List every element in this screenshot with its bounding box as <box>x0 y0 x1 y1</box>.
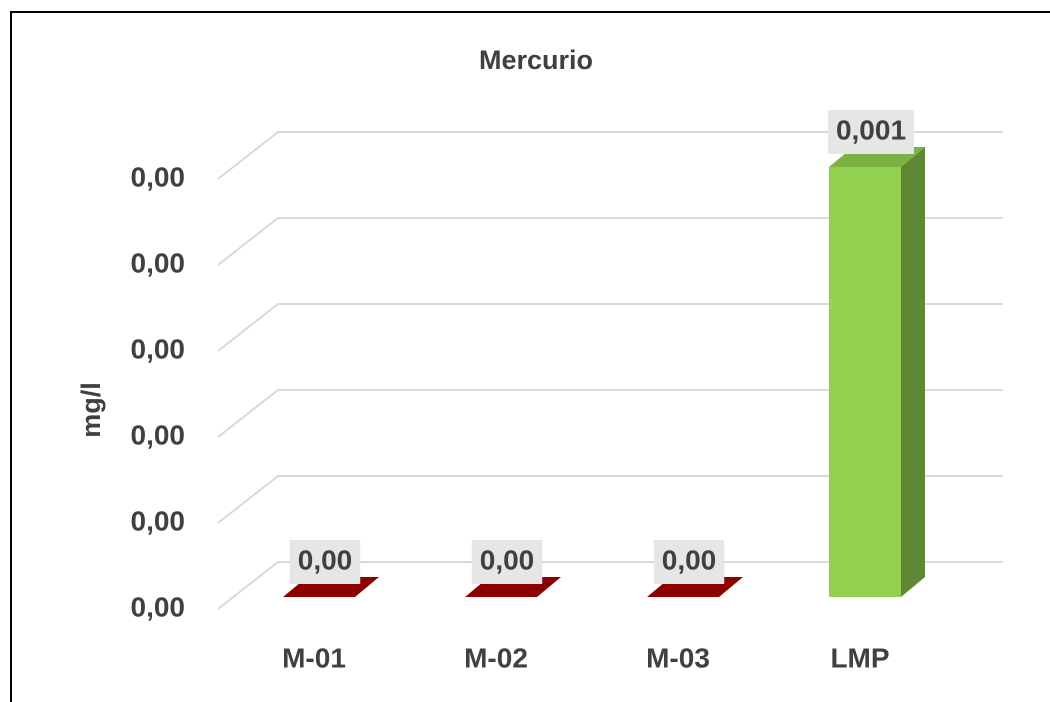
grid-line <box>217 475 1003 524</box>
data-label: 0,00 <box>653 540 725 584</box>
grid-line <box>217 131 1003 180</box>
y-tick-label: 0,00 <box>131 505 186 536</box>
data-label-text: 0,00 <box>662 544 717 575</box>
bar <box>829 147 925 597</box>
bar-front <box>829 167 901 597</box>
data-label-text: 0,00 <box>480 544 535 575</box>
data-label-bg <box>653 540 725 584</box>
x-tick-label: LMP <box>830 642 889 673</box>
y-axis-title: mg/l <box>76 382 106 438</box>
data-label-bg <box>471 540 543 584</box>
y-tick-label: 0,00 <box>131 333 186 364</box>
grid-line <box>217 217 1003 266</box>
chart-title: Mercurio <box>479 45 593 75</box>
data-label-text: 0,001 <box>836 114 906 145</box>
y-tick-label: 0,00 <box>131 419 186 450</box>
x-tick-label: M-02 <box>464 642 528 673</box>
y-tick-label: 0,00 <box>131 161 186 192</box>
x-tick-label: M-03 <box>646 642 710 673</box>
data-label: 0,00 <box>289 540 361 584</box>
data-label-text: 0,00 <box>298 544 353 575</box>
x-tick-label: M-01 <box>282 642 346 673</box>
data-label: 0,001 <box>827 110 915 154</box>
data-label-bg <box>289 540 361 584</box>
y-tick-label: 0,00 <box>131 247 186 278</box>
grid-line <box>217 389 1003 438</box>
y-tick-label: 0,00 <box>131 591 186 622</box>
data-label-bg <box>827 110 915 154</box>
grid-line <box>217 303 1003 352</box>
bar-side <box>901 147 925 597</box>
grid-line <box>217 561 1003 610</box>
data-label: 0,00 <box>471 540 543 584</box>
